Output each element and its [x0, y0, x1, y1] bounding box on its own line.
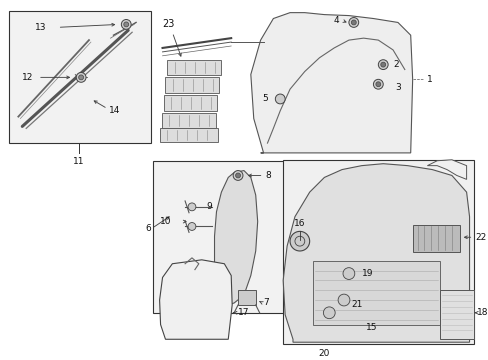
Circle shape — [188, 203, 196, 211]
Text: 19: 19 — [361, 269, 372, 278]
Bar — [312, 261, 439, 325]
Circle shape — [373, 79, 383, 89]
Bar — [152, 161, 287, 313]
Polygon shape — [159, 260, 232, 339]
Text: 14: 14 — [108, 106, 120, 115]
Circle shape — [289, 231, 309, 251]
Polygon shape — [250, 13, 412, 153]
Text: 8: 8 — [265, 171, 271, 180]
Text: 13: 13 — [35, 23, 46, 32]
Text: 6: 6 — [145, 224, 150, 233]
Bar — [163, 95, 217, 111]
Circle shape — [76, 72, 86, 82]
Circle shape — [375, 82, 380, 87]
Bar — [8, 11, 150, 143]
Circle shape — [123, 22, 128, 27]
Polygon shape — [427, 160, 466, 179]
Circle shape — [380, 62, 385, 67]
Text: 4: 4 — [333, 16, 338, 25]
Circle shape — [378, 60, 387, 69]
Text: 12: 12 — [22, 73, 34, 82]
Text: 2: 2 — [392, 60, 398, 69]
Text: 22: 22 — [474, 233, 486, 242]
Bar — [165, 77, 219, 93]
Polygon shape — [283, 164, 468, 342]
Text: 18: 18 — [476, 308, 488, 317]
Text: 17: 17 — [238, 308, 249, 317]
Circle shape — [188, 222, 196, 230]
Circle shape — [79, 75, 83, 80]
Bar — [283, 160, 473, 344]
Text: 11: 11 — [73, 157, 85, 166]
Text: 23: 23 — [162, 19, 175, 30]
Bar — [161, 113, 215, 129]
Text: 16: 16 — [293, 220, 305, 229]
Text: 21: 21 — [351, 301, 363, 310]
Circle shape — [323, 307, 334, 319]
Circle shape — [351, 20, 356, 25]
Bar — [159, 129, 218, 142]
Text: 9: 9 — [206, 202, 212, 211]
Text: 5: 5 — [262, 94, 268, 103]
Text: 3: 3 — [394, 83, 400, 92]
Circle shape — [275, 94, 285, 104]
Circle shape — [337, 294, 349, 306]
Circle shape — [235, 173, 240, 178]
Bar — [412, 225, 459, 252]
Circle shape — [342, 268, 354, 279]
Bar — [238, 290, 255, 305]
Circle shape — [121, 19, 131, 29]
Polygon shape — [214, 171, 257, 305]
Text: 20: 20 — [318, 349, 329, 358]
Bar — [439, 290, 473, 339]
Circle shape — [348, 18, 358, 27]
Circle shape — [233, 171, 243, 180]
Bar — [167, 60, 221, 75]
Text: 15: 15 — [365, 323, 376, 332]
Text: 1: 1 — [427, 75, 432, 84]
Text: 7: 7 — [263, 298, 269, 307]
Text: 10: 10 — [159, 217, 171, 226]
